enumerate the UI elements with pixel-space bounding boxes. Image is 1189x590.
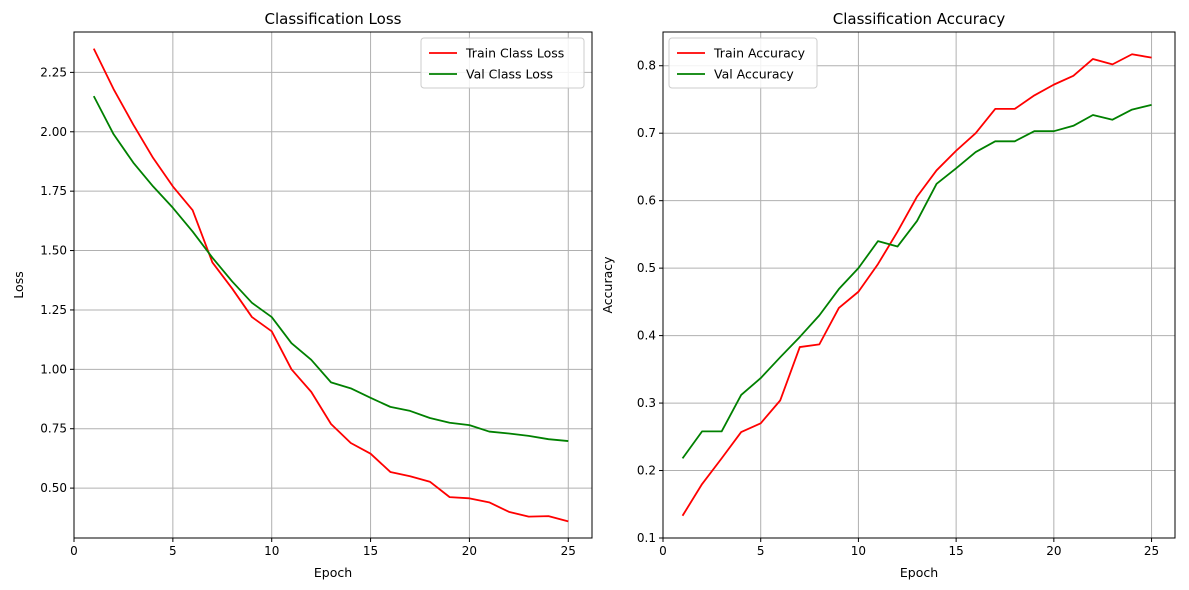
- chart-title: Classification Accuracy: [833, 10, 1006, 28]
- chart-title: Classification Loss: [265, 10, 402, 28]
- y-tick-label: 0.6: [637, 194, 656, 208]
- y-tick-label: 0.2: [637, 464, 656, 478]
- y-axis-label: Accuracy: [600, 256, 615, 314]
- y-tick-label: 0.75: [40, 422, 67, 436]
- y-tick-label: 2.25: [40, 65, 67, 79]
- x-tick-label: 0: [70, 544, 78, 558]
- y-tick-label: 1.25: [40, 303, 67, 317]
- grid-lines: [73, 32, 592, 538]
- y-tick-label: 1.50: [40, 244, 67, 258]
- series-line-2: [92, 95, 569, 442]
- y-tick-label: 0.5: [637, 261, 656, 275]
- y-axis-label: Loss: [11, 271, 26, 298]
- y-tick-label: 2.00: [40, 125, 67, 139]
- x-axis-label: Epoch: [900, 565, 938, 580]
- x-tick-label: 20: [462, 544, 477, 558]
- legend: Train Class Loss Val Class Loss: [420, 37, 585, 89]
- series-line-1: [92, 48, 569, 523]
- chart-panel-1: 0 5 10 15 20 25 0.50 0.75 1.00 1.25 1.50 1.75 2.00 2.…: [11, 10, 593, 580]
- y-tick-label: 0.4: [637, 329, 656, 343]
- series-line-2: [681, 103, 1152, 459]
- x-tick-label: 20: [1046, 544, 1061, 558]
- legend: Train Accuracy Val Accuracy: [668, 37, 818, 89]
- x-tick-label: 10: [264, 544, 279, 558]
- legend-entry-2: Val Accuracy: [714, 67, 794, 82]
- legend-entry-1: Train Class Loss: [465, 46, 564, 61]
- x-tick-label: 5: [757, 544, 765, 558]
- x-tick-label: 10: [851, 544, 866, 558]
- legend-box: [668, 37, 818, 89]
- plot-frame: [662, 31, 1176, 539]
- y-tick-label: 0.8: [637, 59, 656, 73]
- x-tick-label: 25: [561, 544, 576, 558]
- y-tick-label: 0.50: [40, 481, 67, 495]
- y-tick-label: 0.1: [637, 531, 656, 545]
- x-tick-label: 0: [659, 544, 667, 558]
- y-tick-label: 1.75: [40, 184, 67, 198]
- plot-frame: [73, 31, 593, 539]
- legend-entry-1: Train Accuracy: [713, 46, 806, 61]
- legend-box: [420, 37, 585, 89]
- x-tick-label: 5: [169, 544, 177, 558]
- y-tick-label: 0.7: [637, 126, 656, 140]
- y-tick-label: 0.3: [637, 396, 656, 410]
- x-axis-label: Epoch: [314, 565, 352, 580]
- x-tick-label: 25: [1144, 544, 1159, 558]
- series-line-1: [681, 53, 1152, 517]
- grid-lines: [662, 32, 1175, 539]
- x-tick-label: 15: [363, 544, 378, 558]
- x-tick-label: 15: [948, 544, 963, 558]
- legend-entry-2: Val Class Loss: [466, 67, 553, 82]
- chart-panel-2: 0 5 10 15 20 25 0.1 0.2 0.3 0.4 0.5 0.6 0.7 0.8 Classi…: [600, 10, 1176, 580]
- y-tick-label: 1.00: [40, 362, 67, 376]
